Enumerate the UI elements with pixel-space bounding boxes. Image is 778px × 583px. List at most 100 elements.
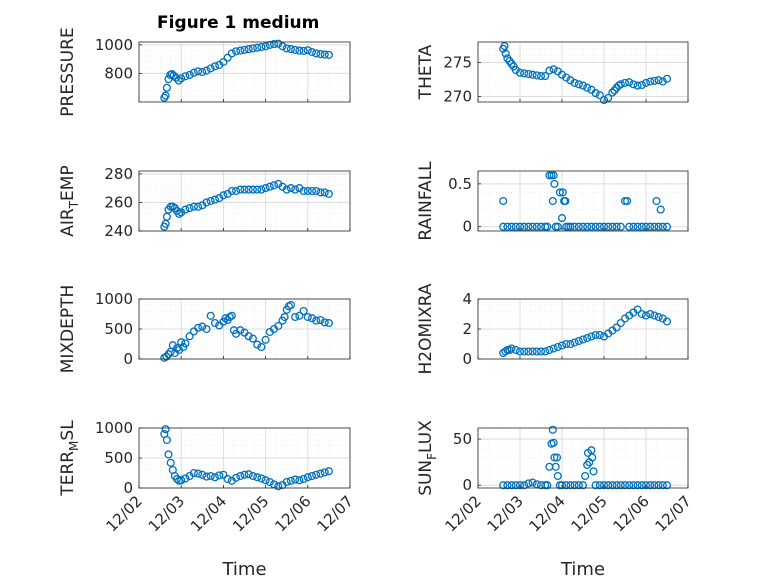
- data-point: [532, 222, 541, 231]
- data-point: [608, 88, 617, 97]
- data-point: [641, 78, 651, 87]
- data-point: [612, 323, 621, 332]
- data-point: [248, 185, 257, 194]
- data-point: [656, 205, 665, 214]
- data-point: [316, 188, 325, 197]
- data-point: [303, 312, 312, 322]
- data-point: [189, 468, 198, 478]
- data-point: [555, 188, 564, 197]
- data-point: [654, 481, 663, 490]
- data-point: [307, 47, 317, 57]
- data-point: [578, 81, 588, 90]
- data-point: [520, 69, 529, 78]
- ytick-label: 240: [104, 222, 133, 240]
- data-point: [541, 72, 550, 81]
- data-point: [240, 185, 249, 194]
- data-point: [637, 222, 646, 231]
- data-point: [189, 202, 198, 211]
- data-point: [604, 481, 613, 490]
- data-point: [595, 222, 604, 231]
- data-point: [206, 196, 215, 206]
- data-point: [650, 311, 659, 320]
- xtick-label: 12/06: [271, 492, 314, 535]
- data-point: [507, 344, 516, 353]
- ytick-label: 500: [104, 449, 133, 467]
- xlabel: Time: [560, 559, 605, 580]
- data-point: [291, 45, 300, 54]
- data-point: [616, 481, 625, 490]
- data-point: [210, 195, 220, 204]
- data-point: [303, 46, 312, 55]
- data-point: [637, 481, 646, 490]
- axes-box: [477, 41, 689, 103]
- data-point: [562, 481, 571, 490]
- data-point: [324, 50, 333, 59]
- data-point: [633, 481, 642, 490]
- data-point: [528, 70, 537, 79]
- data-point: [181, 339, 190, 348]
- data-point: [269, 40, 279, 49]
- data-point: [501, 347, 510, 356]
- data-point: [570, 338, 579, 347]
- axes-3: 0 0.5 RAINFALL: [416, 161, 689, 241]
- data-point: [553, 471, 562, 481]
- data-point: [574, 80, 583, 89]
- data-point: [566, 222, 575, 231]
- data-point: [303, 473, 312, 482]
- data-point: [587, 222, 596, 231]
- data-point: [658, 222, 667, 231]
- data-point: [257, 42, 266, 52]
- data-point: [520, 481, 529, 490]
- data-point: [550, 453, 559, 462]
- data-point: [520, 222, 529, 231]
- data-point: [524, 347, 533, 356]
- data-point: [595, 330, 604, 340]
- data-point: [520, 347, 529, 356]
- data-point: [232, 186, 241, 196]
- data-point: [551, 462, 560, 471]
- data-point: [507, 222, 516, 231]
- data-point: [578, 481, 588, 490]
- data-point: [650, 481, 659, 490]
- data-point: [532, 347, 541, 356]
- data-point: [312, 49, 321, 58]
- data-point: [307, 314, 317, 323]
- data-point: [503, 481, 512, 490]
- data-point: [553, 342, 562, 352]
- axes-box: [138, 170, 351, 232]
- data-point: [161, 425, 170, 434]
- data-point: [646, 481, 655, 490]
- data-point: [181, 205, 190, 214]
- data-point: [244, 470, 253, 479]
- data-point: [307, 186, 317, 196]
- data-point: [566, 339, 575, 349]
- axes-4: 0 500 1000 MIXDEPTH: [58, 285, 351, 373]
- data-point: [299, 186, 308, 196]
- data-point: [198, 67, 207, 77]
- data-point: [162, 83, 171, 92]
- data-point: [604, 222, 613, 231]
- data-point: [620, 481, 630, 490]
- data-point: [177, 338, 186, 347]
- data-point: [210, 62, 220, 71]
- xtick-label: 12/07: [652, 492, 695, 535]
- data-point: [549, 171, 558, 180]
- xtick-label: 12/02: [442, 492, 485, 535]
- data-point: [581, 471, 590, 481]
- data-point: [223, 53, 232, 62]
- data-point: [646, 222, 655, 231]
- data-point: [219, 191, 228, 200]
- ytick-label: 0: [462, 218, 472, 236]
- data-point: [587, 332, 596, 341]
- data-point: [295, 476, 304, 485]
- data-point: [269, 181, 279, 190]
- ytick-label: 4: [462, 290, 472, 308]
- data-point: [536, 72, 546, 81]
- data-point: [557, 214, 567, 223]
- data-point: [658, 481, 667, 490]
- data-point: [500, 42, 509, 51]
- data-point: [177, 74, 186, 83]
- axes-0: 800 1000 PRESSURE: [58, 27, 351, 117]
- data-point: [181, 72, 190, 81]
- ytick-label: 1000: [95, 290, 133, 308]
